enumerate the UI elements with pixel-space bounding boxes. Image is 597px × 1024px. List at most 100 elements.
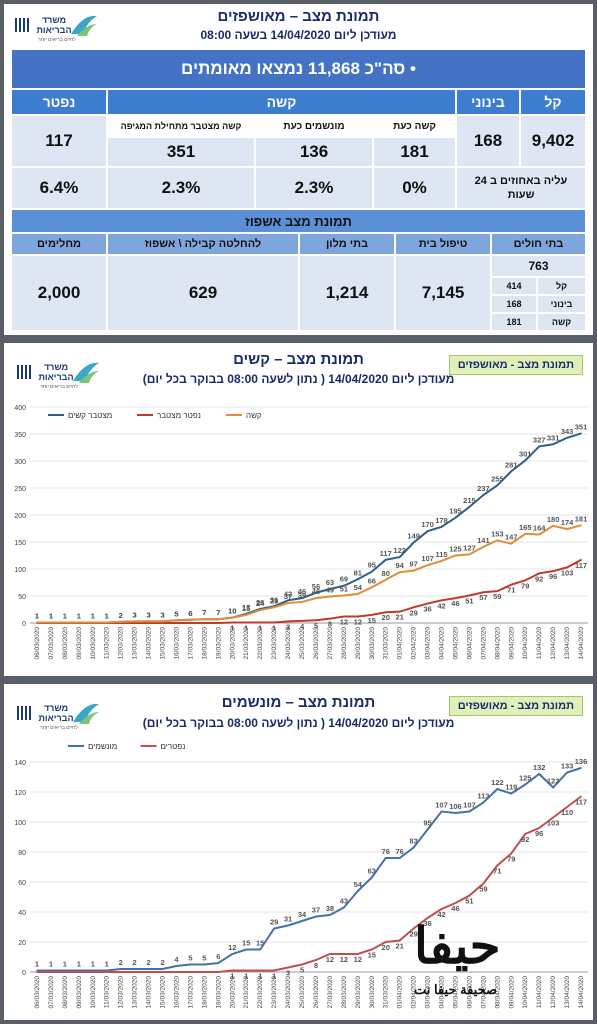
x-tick-label: 10/04/2020	[522, 627, 529, 660]
x-tick-label: 17/03/2020	[187, 976, 194, 1009]
data-label: 17	[242, 603, 250, 612]
data-point	[175, 971, 178, 973]
x-tick-label: 31/03/2020	[383, 627, 390, 660]
data-label: 117	[575, 561, 587, 570]
x-tick-label: 08/04/2020	[494, 627, 501, 660]
value-pending: 629	[108, 256, 298, 330]
y-tick-label: 20	[18, 940, 26, 947]
header-deceased: נפטר	[12, 90, 106, 114]
hospitalization-section-title: תמונת מצב אשפוז	[12, 210, 585, 232]
data-point	[315, 619, 317, 622]
data-point	[273, 606, 275, 609]
data-label: 46	[451, 599, 459, 608]
data-point	[119, 971, 122, 973]
data-label: 117	[575, 798, 587, 807]
y-tick-label: 140	[14, 760, 26, 767]
data-label: 2	[160, 958, 164, 967]
data-label: 49	[326, 586, 334, 595]
breakdown-label-light: קל	[538, 278, 585, 294]
x-tick-label: 06/03/2020	[34, 976, 41, 1009]
x-tick-label: 27/03/2020	[327, 976, 334, 1009]
x-tick-label: 02/04/2020	[411, 627, 418, 660]
panel-badge: תמונת מצב - מאושפזים	[448, 355, 583, 375]
data-label: 2	[119, 958, 123, 967]
header-light: קל	[521, 90, 585, 114]
data-point	[566, 436, 568, 439]
y-tick-label: 50	[18, 594, 26, 601]
data-label: 6	[188, 609, 192, 618]
data-point	[370, 586, 373, 589]
data-point	[36, 621, 38, 624]
data-label: 4	[174, 955, 179, 964]
x-tick-label: 07/04/2020	[480, 976, 487, 1009]
data-label: 5	[174, 609, 178, 618]
data-label: 301	[519, 449, 532, 458]
x-tick-label: 13/03/2020	[132, 976, 139, 1009]
data-label: 127	[463, 543, 476, 552]
value-severe-now: 181	[374, 138, 455, 166]
x-tick-label: 06/04/2020	[466, 976, 473, 1009]
x-tick-label: 29/03/2020	[355, 627, 362, 660]
pct-deceased: 6.4%	[12, 168, 106, 208]
data-point	[566, 771, 568, 774]
x-tick-label: 03/04/2020	[425, 976, 432, 1009]
data-point	[510, 542, 513, 545]
data-label: 29	[409, 608, 417, 617]
data-point	[538, 827, 540, 829]
x-tick-label: 30/03/2020	[369, 627, 376, 660]
menorah-icon	[15, 18, 29, 32]
header-hotels: בתי מלון	[300, 234, 394, 254]
x-tick-label: 04/04/2020	[439, 976, 446, 1009]
data-label: 149	[407, 532, 420, 541]
data-label: 1	[35, 611, 39, 620]
data-label: 46	[312, 587, 320, 596]
x-tick-label: 12/03/2020	[118, 976, 125, 1009]
header-home-care: טיפול בית	[396, 234, 490, 254]
data-point	[329, 914, 331, 916]
data-point	[482, 882, 485, 885]
data-point	[426, 917, 429, 919]
x-tick-label: 25/03/2020	[299, 627, 306, 660]
data-point	[273, 969, 275, 972]
data-point	[370, 614, 373, 616]
pct-ventilated: 2.3%	[256, 168, 372, 208]
data-point	[384, 579, 387, 581]
data-point	[91, 971, 94, 973]
data-label: 281	[505, 460, 518, 469]
data-label: 170	[421, 520, 434, 529]
x-tick-label: 20/03/2020	[229, 627, 236, 660]
data-point	[161, 968, 164, 970]
data-point	[384, 941, 387, 943]
data-label: 12	[340, 955, 348, 964]
data-point	[524, 783, 527, 786]
data-label: 122	[393, 546, 406, 555]
data-point	[343, 615, 345, 618]
data-point	[426, 564, 429, 567]
data-point	[231, 953, 234, 955]
data-label: 1	[105, 960, 109, 969]
data-label: 117	[380, 549, 392, 558]
data-label: 46	[298, 587, 306, 596]
subheader-severe-now: קשה כעת	[374, 116, 455, 136]
data-label: 1	[63, 960, 67, 969]
data-label: 42	[437, 910, 445, 919]
x-tick-label: 18/03/2020	[201, 976, 208, 1009]
data-point	[203, 618, 206, 621]
data-label: 71	[493, 867, 501, 876]
x-tick-label: 07/03/2020	[48, 627, 55, 660]
data-label: 1	[272, 972, 276, 981]
value-hospitals: 763	[492, 256, 585, 276]
breakdown-label-severe: קשה	[538, 314, 585, 330]
data-label: 122	[491, 778, 504, 787]
data-point	[133, 620, 136, 623]
wing-icon	[73, 703, 99, 724]
data-label: 54	[354, 880, 363, 889]
data-point	[133, 968, 136, 970]
data-label: 1	[77, 960, 81, 969]
x-tick-label: 24/03/2020	[285, 627, 292, 660]
data-label: 1	[244, 623, 248, 632]
data-label: 46	[451, 904, 459, 913]
data-point	[105, 969, 108, 972]
y-tick-label: 60	[18, 880, 26, 887]
